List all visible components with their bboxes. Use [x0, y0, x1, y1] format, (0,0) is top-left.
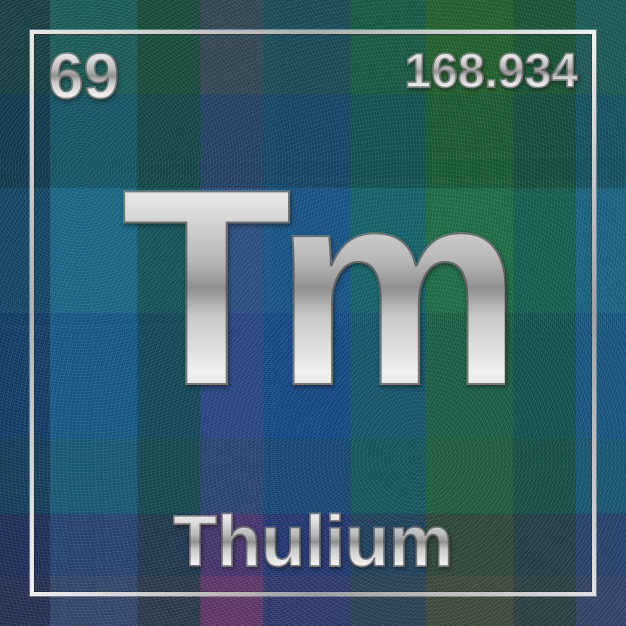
- element-symbol: Tm: [121, 148, 505, 428]
- element-name: Thulium: [173, 506, 453, 578]
- atomic-number: 69: [48, 44, 119, 108]
- atomic-mass: 168.934: [404, 48, 578, 96]
